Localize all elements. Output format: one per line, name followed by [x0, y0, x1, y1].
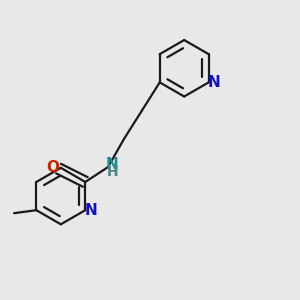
Text: O: O [46, 160, 59, 175]
Text: N: N [84, 203, 97, 218]
Text: N: N [208, 75, 220, 90]
Text: N: N [106, 157, 119, 172]
Text: H: H [107, 165, 118, 179]
